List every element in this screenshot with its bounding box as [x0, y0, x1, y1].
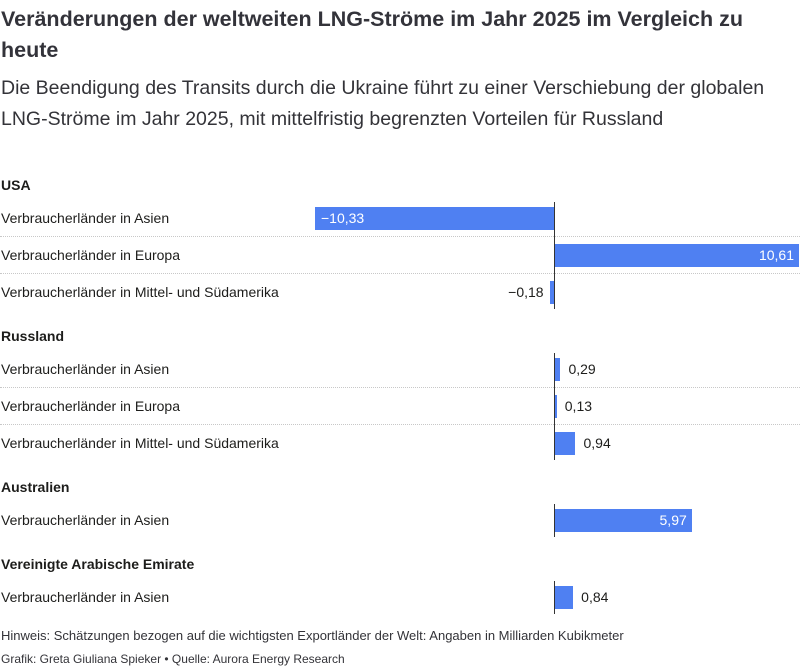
zero-axis-line — [553, 581, 555, 614]
bar — [549, 281, 554, 304]
group-title: Australien — [1, 479, 70, 495]
row-divider — [0, 236, 800, 237]
bar — [553, 509, 692, 532]
chart-title: Veränderungen der weltweiten LNG-Ströme … — [1, 7, 743, 62]
row-label: Verbraucherländer in Mittel- und Südamer… — [1, 284, 279, 300]
group-title: Vereinigte Arabische Emirate — [1, 556, 195, 572]
value-label: 10,61 — [758, 247, 794, 263]
row-label: Verbraucherländer in Asien — [1, 210, 170, 226]
zero-axis-line — [553, 353, 555, 460]
row-label: Verbraucherländer in Europa — [1, 247, 181, 263]
value-label: 0,29 — [568, 361, 596, 377]
row-divider — [0, 424, 800, 425]
value-label: −10,33 — [321, 210, 365, 226]
row-divider — [0, 387, 800, 388]
bar — [553, 244, 799, 267]
chart-subtitle: Die Beendigung des Transits durch die Uk… — [1, 77, 765, 130]
bar — [553, 586, 574, 609]
group-title: USA — [1, 177, 31, 193]
value-label: 0,13 — [564, 398, 593, 414]
credits: Grafik: Greta Giuliana Spieker • Quelle:… — [1, 652, 345, 666]
bar — [553, 432, 576, 455]
footnote: Hinweis: Schätzungen bezogen auf die wic… — [1, 628, 624, 643]
value-label: 0,94 — [583, 435, 611, 451]
row-divider — [0, 273, 800, 274]
row-label: Verbraucherländer in Asien — [1, 589, 170, 605]
row-label: Verbraucherländer in Asien — [1, 512, 170, 528]
value-label: 5,97 — [659, 512, 687, 528]
bar — [553, 395, 557, 418]
zero-axis-line — [553, 202, 555, 309]
row-label: Verbraucherländer in Europa — [1, 398, 181, 414]
bar — [315, 207, 554, 230]
group-title: Russland — [1, 328, 65, 344]
row-label: Verbraucherländer in Mittel- und Südamer… — [1, 435, 279, 451]
bar — [553, 358, 561, 381]
bar-chart: USA Verbraucherländer in Asien −10,33 Verbr… — [0, 172, 800, 614]
value-label: 0,84 — [581, 589, 609, 605]
value-label: −0,18 — [508, 284, 544, 300]
row-label: Verbraucherländer in Asien — [1, 361, 170, 377]
zero-axis-line — [553, 504, 555, 537]
